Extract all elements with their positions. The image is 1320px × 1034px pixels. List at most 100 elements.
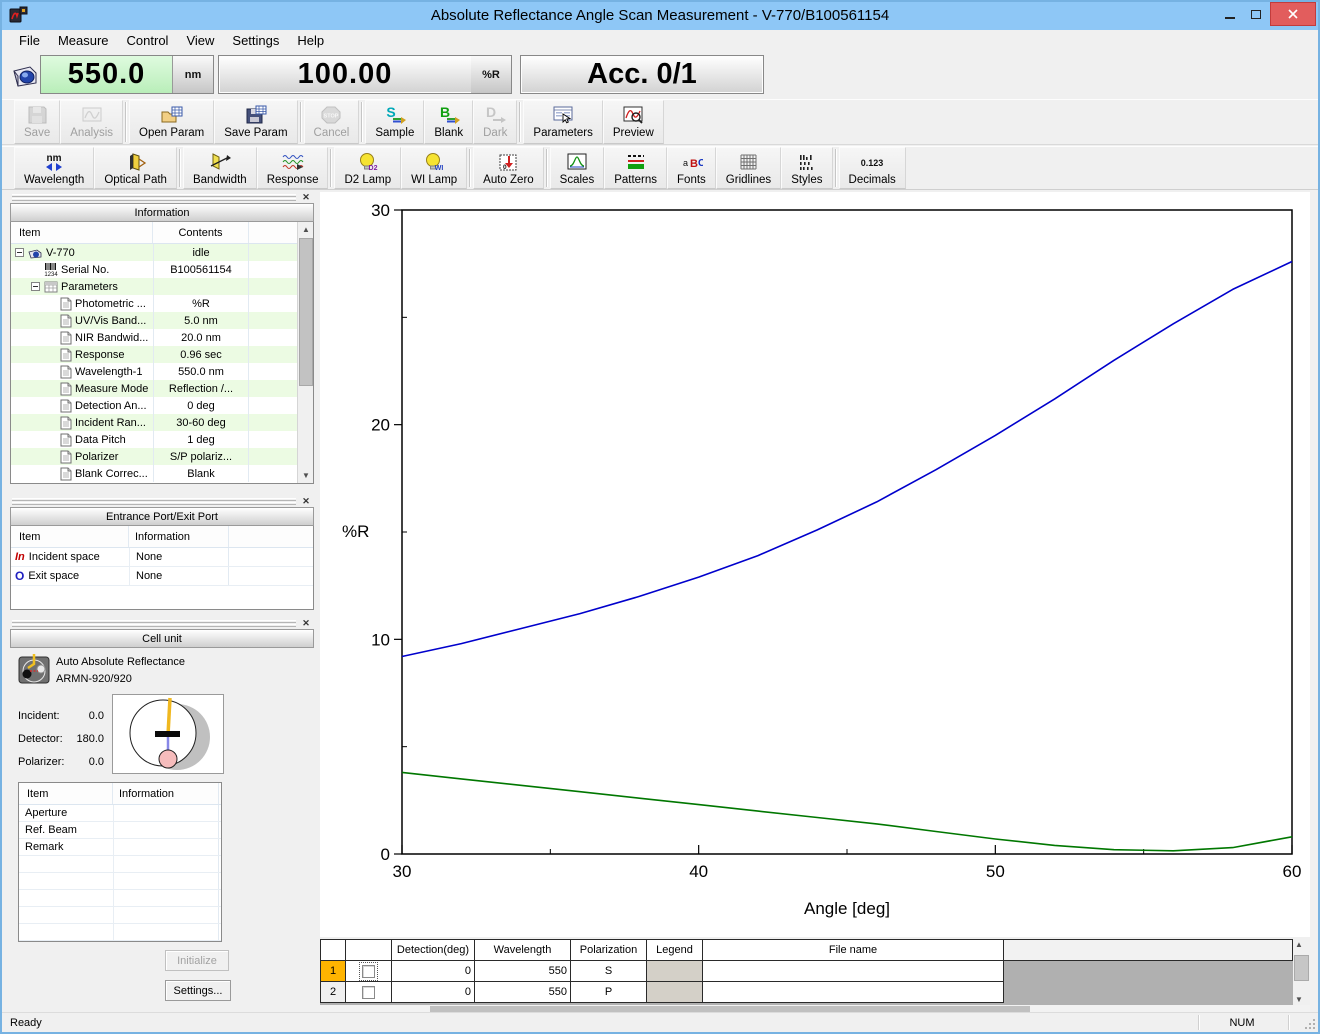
polarization-cell[interactable]: S bbox=[571, 961, 647, 982]
information-panel-grip[interactable]: ✕ bbox=[10, 192, 314, 203]
minimize-button[interactable] bbox=[1218, 2, 1242, 26]
tree-row[interactable]: Polarizer S/P polariz... bbox=[11, 448, 313, 465]
menu-item-settings[interactable]: Settings bbox=[232, 33, 280, 48]
tree-row[interactable]: Photometric ... %R bbox=[11, 295, 313, 312]
gridlines-button[interactable]: Gridlines bbox=[715, 147, 782, 189]
detection-cell[interactable]: 0 bbox=[392, 982, 475, 1003]
tree-row[interactable]: Wavelength-1 550.0 nm bbox=[11, 363, 313, 380]
wavelength-unit-button[interactable]: nm bbox=[173, 56, 213, 93]
expander-icon[interactable] bbox=[15, 248, 24, 257]
tree-row[interactable]: Data Pitch 1 deg bbox=[11, 431, 313, 448]
tree-row[interactable]: V-770 idle bbox=[11, 244, 313, 261]
row-number-cell[interactable]: 1 bbox=[320, 961, 346, 982]
tree-item-cell: Photometric ... bbox=[11, 295, 153, 312]
close-icon[interactable]: ✕ bbox=[302, 617, 310, 628]
polarization-cell[interactable]: P bbox=[571, 982, 647, 1003]
wavelength-cell[interactable]: 550 bbox=[475, 961, 571, 982]
tree-contents-cell: 0 deg bbox=[153, 397, 249, 414]
optical-path-button[interactable]: Optical Path bbox=[94, 147, 177, 189]
tree-row[interactable]: 1234 Serial No. B100561154 bbox=[11, 261, 313, 278]
cell-table-row[interactable]: Remark bbox=[19, 839, 221, 856]
port-panel-grip[interactable]: ✕ bbox=[10, 496, 314, 507]
tree-row[interactable]: Response 0.96 sec bbox=[11, 346, 313, 363]
close-button[interactable] bbox=[1270, 2, 1316, 26]
port-item-cell: In Incident space bbox=[11, 548, 129, 566]
cell-table-row[interactable]: Ref. Beam bbox=[19, 822, 221, 839]
resize-grip-icon[interactable] bbox=[1304, 1018, 1317, 1031]
hscroll-thumb[interactable] bbox=[430, 1006, 1030, 1013]
tree-item-cell: NIR Bandwid... bbox=[11, 329, 153, 346]
menu-item-view[interactable]: View bbox=[186, 33, 215, 48]
row-checkbox[interactable] bbox=[362, 985, 375, 999]
save-param-button[interactable]: Save Param bbox=[214, 100, 298, 144]
tree-item-label: Blank Correc... bbox=[75, 467, 148, 480]
expander-icon[interactable] bbox=[31, 282, 40, 291]
cell-table-row[interactable] bbox=[19, 873, 221, 890]
styles-button[interactable]: Styles bbox=[781, 147, 833, 189]
tree-row[interactable]: Incident Ran... 30-60 deg bbox=[11, 414, 313, 431]
patterns-button[interactable]: Patterns bbox=[604, 147, 668, 189]
cell-table-row[interactable]: Aperture bbox=[19, 805, 221, 822]
cell-table-row[interactable] bbox=[19, 856, 221, 873]
scroll-down-icon[interactable]: ▼ bbox=[302, 471, 310, 480]
detection-cell[interactable]: 0 bbox=[392, 961, 475, 982]
settings-button[interactable]: Settings... bbox=[165, 980, 231, 1001]
open-param-button[interactable]: Open Param bbox=[129, 100, 215, 144]
response-button[interactable]: Response bbox=[256, 147, 329, 189]
menu-item-control[interactable]: Control bbox=[126, 33, 169, 48]
cell-table-header: Item Information bbox=[19, 783, 221, 805]
scroll-down-icon[interactable]: ▼ bbox=[1295, 995, 1303, 1004]
cell-table-row[interactable] bbox=[19, 907, 221, 924]
decimals-button[interactable]: 0.123 Decimals bbox=[838, 147, 906, 189]
fonts-button[interactable]: aBCFonts bbox=[667, 147, 716, 189]
row-checkbox[interactable] bbox=[359, 961, 378, 981]
port-row[interactable]: O Exit space None bbox=[11, 567, 313, 586]
tree-row[interactable]: Detection An... 0 deg bbox=[11, 397, 313, 414]
tree-row[interactable]: Measure Mode Reflection /... bbox=[11, 380, 313, 397]
tree-row[interactable]: Blank Correc... Blank bbox=[11, 465, 313, 482]
file-name-cell[interactable] bbox=[703, 982, 1004, 1003]
legend-cell[interactable] bbox=[647, 961, 703, 982]
toolbar-divider bbox=[834, 149, 837, 187]
tree-row[interactable]: Parameters bbox=[11, 278, 313, 295]
sample-button[interactable]: S Sample bbox=[365, 100, 425, 144]
checkbox-cell[interactable] bbox=[346, 982, 392, 1003]
wavelength-button[interactable]: nm Wavelength bbox=[14, 147, 95, 189]
preview-button[interactable]: Preview bbox=[602, 100, 664, 144]
scroll-thumb[interactable] bbox=[1294, 955, 1309, 981]
scroll-thumb[interactable] bbox=[299, 238, 313, 386]
cell-table-row[interactable] bbox=[19, 924, 221, 941]
auto-zero-button[interactable]: 0 Auto Zero bbox=[473, 147, 544, 189]
close-icon[interactable]: ✕ bbox=[302, 495, 310, 506]
photometric-unit-button[interactable]: %R bbox=[471, 56, 511, 93]
initialize-button[interactable]: Initialize bbox=[165, 950, 229, 971]
wavelength-cell[interactable]: 550 bbox=[475, 982, 571, 1003]
menu-item-file[interactable]: File bbox=[19, 33, 40, 48]
cell-table-row[interactable] bbox=[19, 890, 221, 907]
row-number-cell[interactable]: 2 bbox=[320, 982, 346, 1003]
toolbar-button-label: Styles bbox=[791, 174, 823, 186]
scroll-up-icon[interactable]: ▲ bbox=[302, 225, 310, 234]
bottom-table-scrollbar[interactable]: ▲ ▼ bbox=[1293, 939, 1310, 1005]
information-scrollbar[interactable]: ▲ ▼ bbox=[297, 222, 313, 483]
close-icon[interactable]: ✕ bbox=[302, 191, 310, 202]
menu-item-measure[interactable]: Measure bbox=[57, 33, 109, 48]
file-name-cell[interactable] bbox=[703, 961, 1004, 982]
scales-button[interactable]: Scales bbox=[549, 147, 605, 189]
port-row[interactable]: In Incident space None bbox=[11, 548, 313, 567]
legend-cell[interactable] bbox=[647, 982, 703, 1003]
wi-lamp-button[interactable]: WI WI Lamp bbox=[401, 147, 468, 189]
horizontal-scrollbar[interactable] bbox=[320, 1005, 1310, 1014]
scroll-up-icon[interactable]: ▲ bbox=[1295, 940, 1303, 949]
tree-row[interactable]: UV/Vis Band... 5.0 nm bbox=[11, 312, 313, 329]
menu-item-help[interactable]: Help bbox=[297, 33, 325, 48]
maximize-button[interactable] bbox=[1244, 2, 1268, 26]
checkbox-cell[interactable] bbox=[346, 961, 392, 982]
cell-panel-grip[interactable]: ✕ bbox=[10, 618, 314, 629]
tree-row[interactable]: NIR Bandwid... 20.0 nm bbox=[11, 329, 313, 346]
parameters-button[interactable]: Parameters bbox=[523, 100, 603, 144]
bandwidth-button[interactable]: Bandwidth bbox=[182, 147, 257, 189]
d2-lamp-button[interactable]: D2 D2 Lamp bbox=[334, 147, 402, 189]
blank-button[interactable]: B Blank bbox=[424, 100, 474, 144]
angle-value: 0.0 bbox=[88, 710, 104, 722]
